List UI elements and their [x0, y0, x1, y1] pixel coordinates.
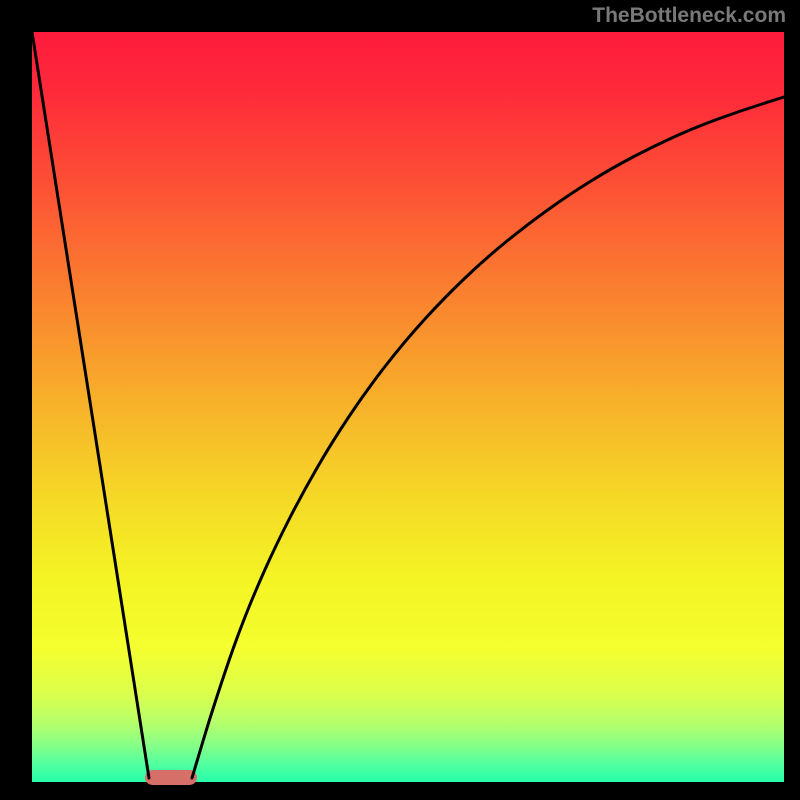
- chart-container: TheBottleneck.com: [0, 0, 800, 800]
- watermark-text: TheBottleneck.com: [592, 4, 786, 28]
- curve-overlay: [0, 0, 800, 800]
